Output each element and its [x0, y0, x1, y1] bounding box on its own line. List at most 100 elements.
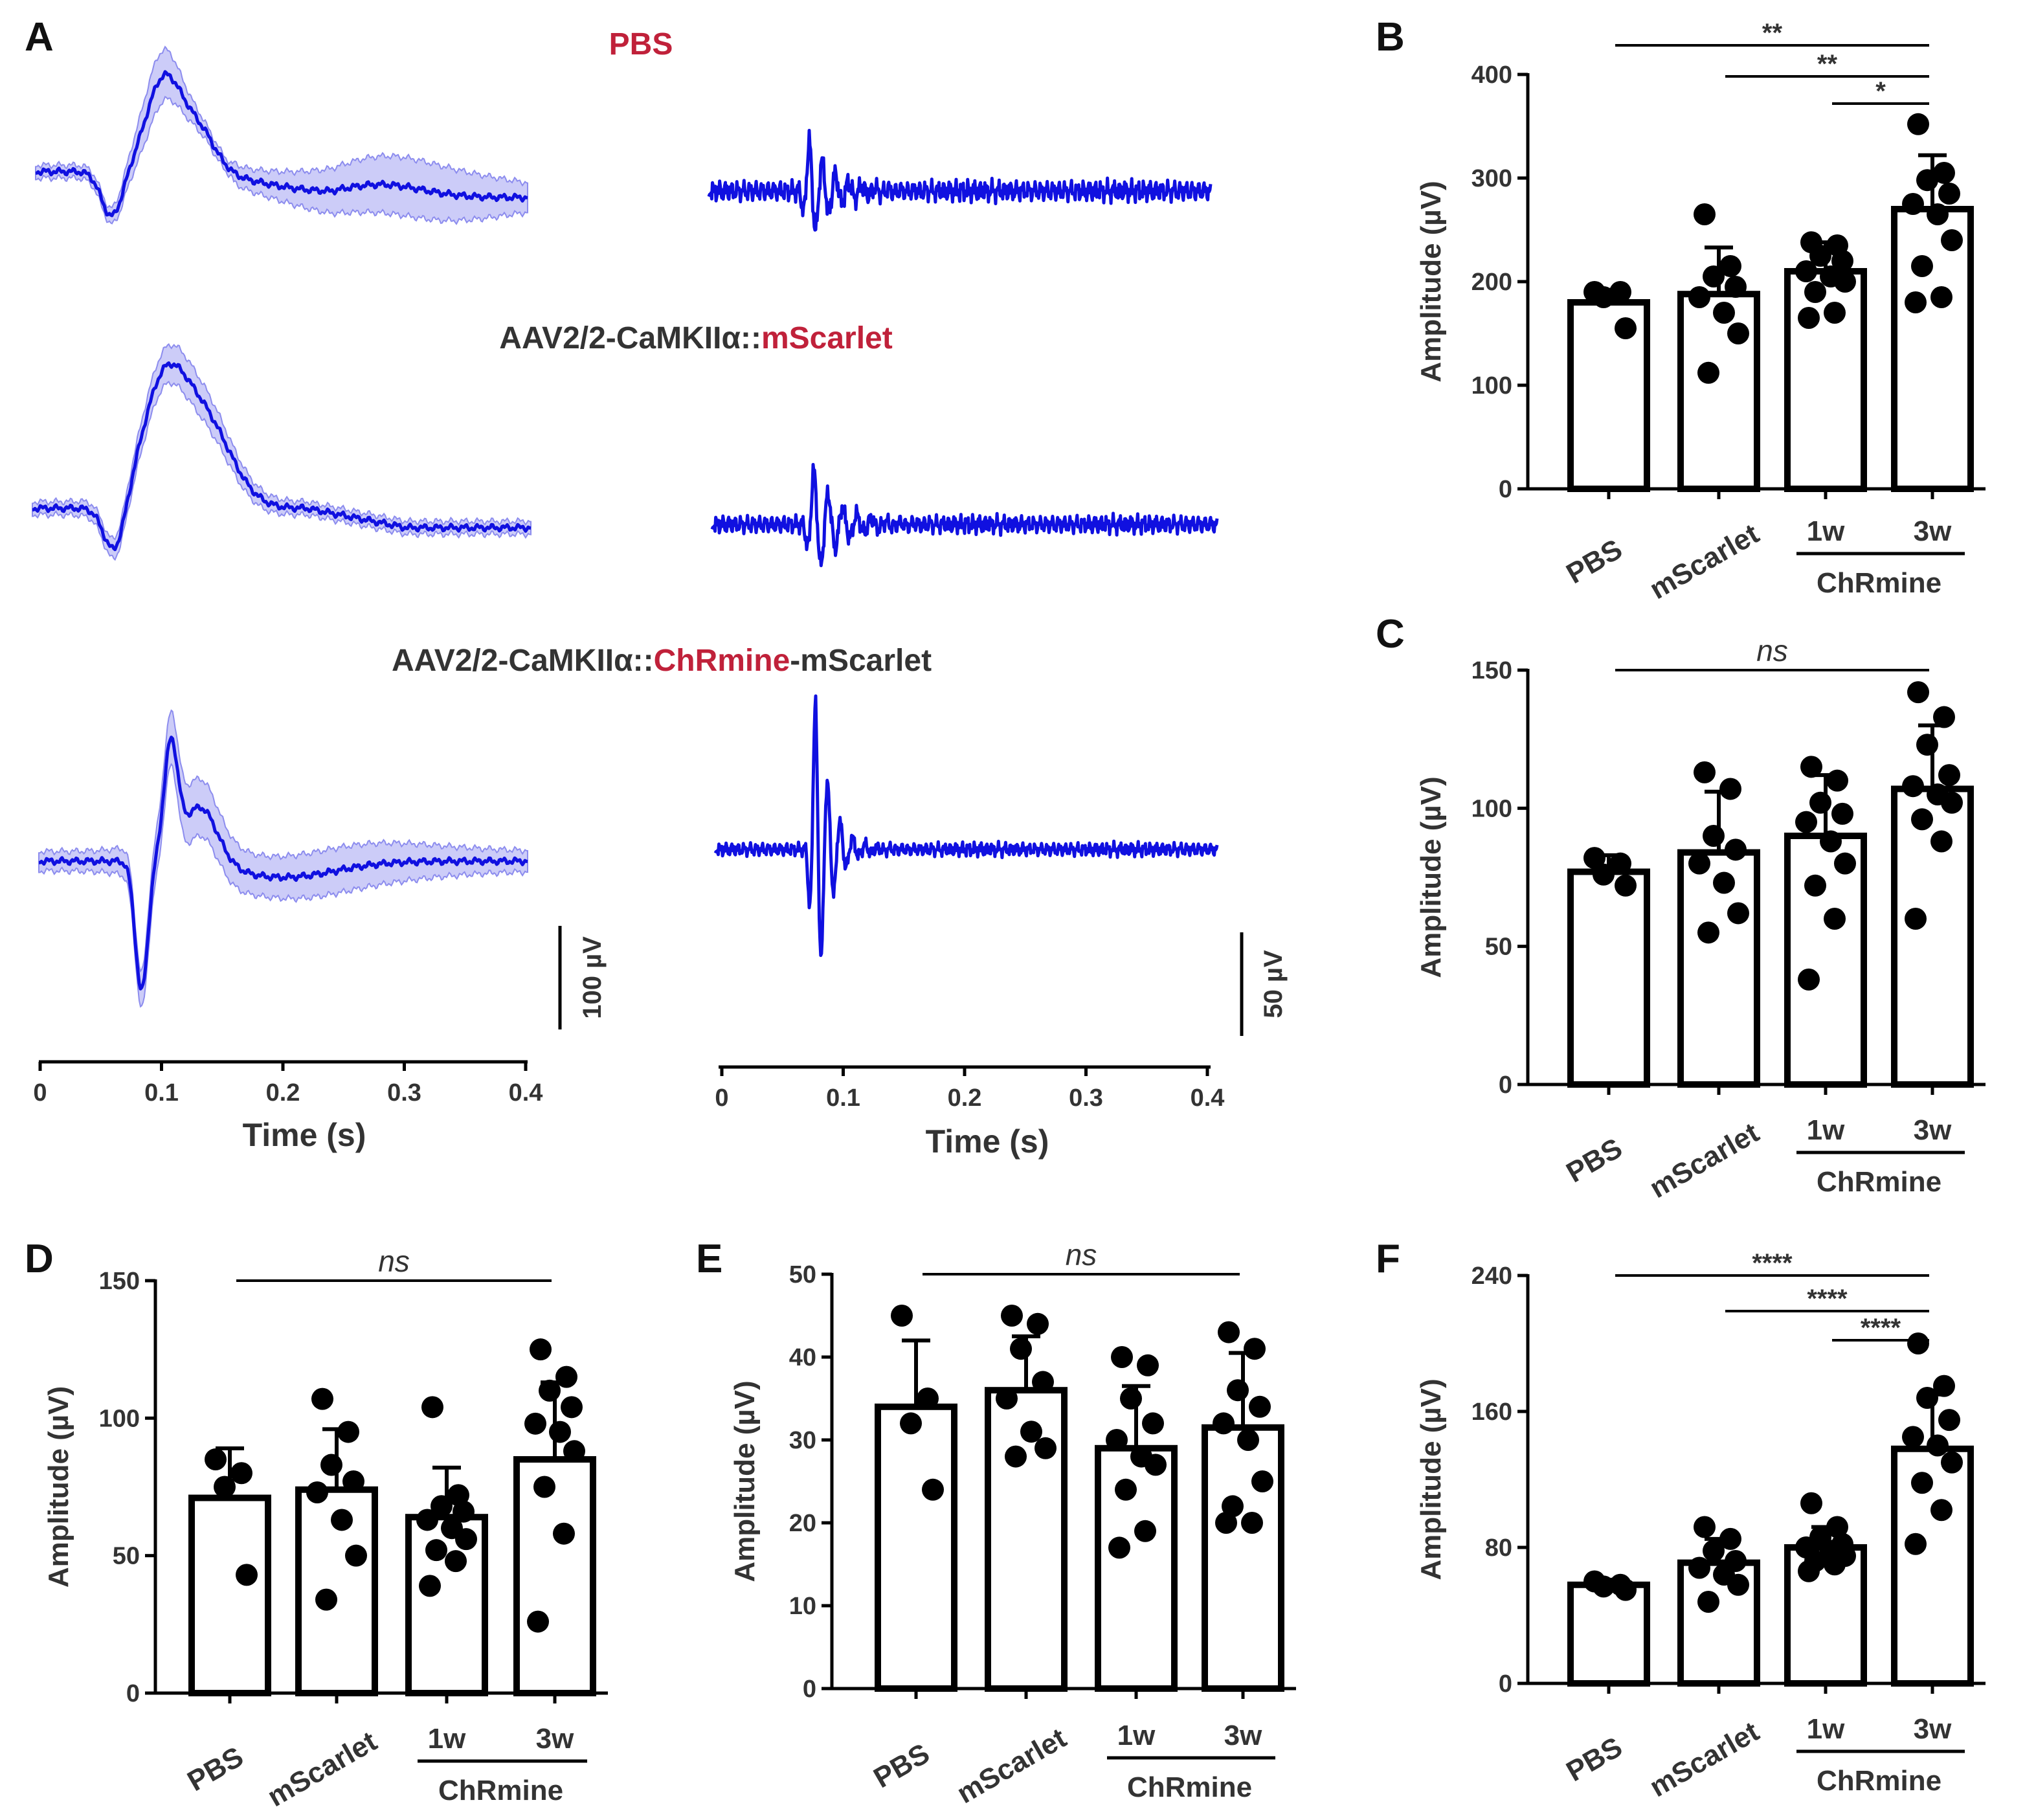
data-point-b: [1615, 317, 1637, 339]
panel-d-chart: D 0 50 100 150 Amplitude (µV) PBS mScarlet 1w 3w C…: [25, 1237, 608, 1813]
data-point-e: [1035, 1437, 1057, 1459]
y-tick-label-f: 160: [1471, 1399, 1512, 1426]
significance-label-b: **: [1762, 19, 1783, 47]
data-point-f: [1916, 1387, 1938, 1409]
data-point-b: [1697, 361, 1719, 384]
data-point-f: [1798, 1560, 1820, 1582]
y-tick-label-b: 400: [1471, 62, 1512, 89]
trace-chrmine-average-line: [38, 736, 528, 991]
data-point-f: [1703, 1540, 1725, 1562]
title-pbs: PBS: [609, 27, 673, 62]
group-label-c: ChRmine: [1817, 1166, 1941, 1198]
time-tick-label-left: 0.4: [509, 1079, 543, 1107]
data-point-c: [1938, 764, 1960, 787]
data-point-e: [1215, 1512, 1237, 1534]
data-point-e: [1115, 1478, 1137, 1501]
data-point-e: [1134, 1520, 1156, 1542]
data-point-c: [1703, 825, 1725, 847]
data-point-c: [1615, 874, 1637, 897]
group-label-d: ChRmine: [438, 1775, 563, 1806]
panel-e-chart: E 0 10 20 30 40 50 Amplitude (µV) PBS mScarlet 1w 3…: [696, 1237, 1296, 1810]
title-mscarlet: AAV2/2-CaMKIIα::mScarlet: [499, 321, 892, 355]
data-point-f: [1927, 1434, 1949, 1457]
data-point-d: [533, 1476, 555, 1498]
data-point-d: [320, 1454, 342, 1476]
time-tick-label-right: 0.4: [1191, 1084, 1225, 1112]
data-point-b: [1938, 183, 1960, 205]
title-chrmine: AAV2/2-CaMKIIα::ChRmine-mScarlet: [392, 644, 932, 678]
y-tick-label-e: 0: [803, 1676, 816, 1703]
significance-label-b: **: [1817, 50, 1838, 78]
data-point-b: [1713, 302, 1735, 324]
data-point-d: [431, 1495, 453, 1518]
bar-f-3w: [1891, 1445, 1974, 1687]
data-point-b: [1688, 286, 1710, 308]
data-point-d: [425, 1539, 447, 1562]
scale-bar-50uv-label: 50 µV: [1259, 950, 1288, 1018]
data-point-b: [1834, 271, 1856, 293]
category-label-f: PBS: [1561, 1731, 1628, 1788]
data-point-c: [1933, 706, 1955, 728]
data-point-b: [1916, 169, 1938, 192]
data-point-c: [1902, 775, 1924, 798]
data-point-c: [1719, 778, 1741, 800]
significance-label-f: ****: [1752, 1249, 1793, 1277]
category-label-b: mScarlet: [1644, 518, 1765, 606]
trace-group-single: [707, 129, 1219, 958]
data-point-f: [1911, 1472, 1933, 1494]
data-point-d: [563, 1440, 585, 1463]
significance-label-d: ns: [378, 1244, 410, 1278]
trace-mscarlet-average-line: [32, 361, 531, 552]
data-point-d: [230, 1462, 252, 1485]
data-point-d: [205, 1448, 227, 1471]
data-point-b: [1804, 281, 1826, 303]
scale-bar-100uv: 100 µV: [558, 926, 607, 1029]
data-point-d: [331, 1509, 353, 1531]
data-point-e: [1249, 1395, 1271, 1418]
bar-e-1w: [1095, 1444, 1178, 1692]
data-point-e: [1244, 1338, 1266, 1360]
panel-label-b: B: [1376, 15, 1405, 60]
category-label-f: 3w: [1914, 1713, 1952, 1745]
time-tick-label-right: 0.1: [826, 1084, 860, 1112]
category-label-f: 1w: [1807, 1713, 1845, 1745]
data-point-c: [1941, 791, 1963, 814]
category-label-f: mScarlet: [1644, 1716, 1765, 1804]
data-point-e: [917, 1387, 939, 1410]
data-point-e: [1010, 1338, 1032, 1360]
data-point-c: [1593, 863, 1615, 886]
data-point-d: [416, 1509, 438, 1531]
panel-b-chart: B 0 100 200 300 400 Amplitude (µV) PBS mScarlet 1…: [1376, 15, 1986, 605]
data-point-f: [1615, 1578, 1637, 1601]
y-tick-label-e: 30: [789, 1427, 816, 1454]
data-point-c: [1804, 874, 1826, 897]
category-label-b: PBS: [1561, 534, 1628, 590]
data-point-f: [1826, 1516, 1848, 1538]
bar-b-3w: [1891, 206, 1974, 492]
data-point-e: [1032, 1371, 1054, 1393]
y-tick-label-f: 80: [1485, 1534, 1512, 1562]
y-tick-label-e: 50: [789, 1261, 816, 1288]
data-point-c: [1609, 852, 1631, 875]
y-axis-label-e: Amplitude (µV): [729, 1380, 761, 1582]
time-axis-right: 0 0.1 0.2 0.3 0.4 Time (s): [715, 1065, 1225, 1160]
data-point-e: [1111, 1346, 1133, 1368]
y-tick-label-e: 10: [789, 1593, 816, 1620]
data-point-b: [1933, 162, 1955, 184]
data-point-d: [530, 1338, 552, 1361]
data-point-e: [1142, 1412, 1164, 1435]
data-point-c: [1688, 852, 1710, 875]
y-tick-label-e: 20: [789, 1510, 816, 1537]
data-point-f: [1930, 1499, 1952, 1522]
data-point-b: [1927, 203, 1949, 225]
bar-b-1w: [1784, 268, 1867, 492]
category-label-d: PBS: [182, 1741, 249, 1798]
data-point-b: [1694, 203, 1716, 225]
data-point-d: [539, 1379, 561, 1402]
title-mscarlet-prefix: AAV2/2-CaMKIIα::: [499, 321, 761, 355]
y-tick-label-b: 0: [1499, 476, 1512, 503]
significance-label-e: ns: [1066, 1238, 1097, 1272]
time-tick-label-left: 0.2: [266, 1079, 300, 1107]
scale-bar-50uv: 50 µV: [1240, 932, 1288, 1036]
